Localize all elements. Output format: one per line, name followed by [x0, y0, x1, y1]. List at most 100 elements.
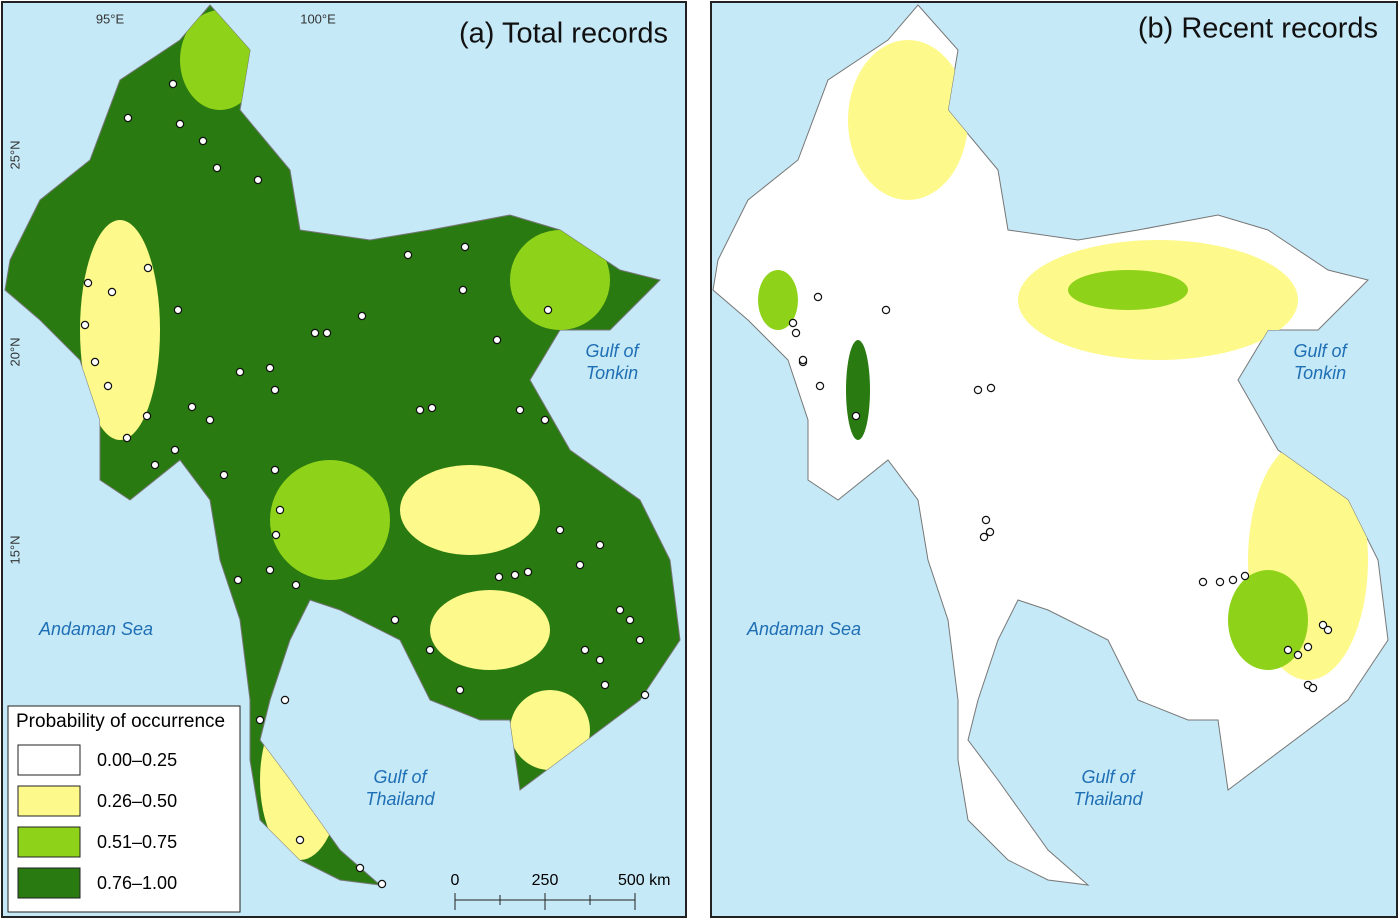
record-point — [458, 285, 468, 295]
record-point — [212, 163, 222, 173]
record-point — [1323, 625, 1333, 635]
scale-bar — [454, 893, 636, 910]
legend-title: Probability of occurrence — [16, 711, 225, 732]
record-point — [322, 328, 332, 338]
record-point — [851, 411, 861, 421]
sea-label: Gulf of — [585, 341, 640, 361]
record-point — [1318, 620, 1328, 630]
sea-label: Thailand — [365, 789, 435, 809]
sea-label: Tonkin — [586, 363, 638, 383]
record-point — [83, 278, 93, 288]
record-point — [815, 381, 825, 391]
record-point — [235, 367, 245, 377]
sea-label: Andaman Sea — [746, 619, 861, 639]
record-point — [1240, 571, 1250, 581]
lon-label: 100°E — [300, 11, 336, 26]
record-point — [270, 385, 280, 395]
record-point — [90, 357, 100, 367]
record-point — [80, 320, 90, 330]
record-point — [595, 655, 605, 665]
record-point — [985, 527, 995, 537]
scale-label: 0 — [451, 872, 460, 889]
record-point — [198, 136, 208, 146]
record-point — [1228, 575, 1238, 585]
record-point — [515, 405, 525, 415]
sea-label: Andaman Sea — [38, 619, 153, 639]
record-point — [1198, 577, 1208, 587]
record-point — [265, 565, 275, 575]
record-point — [600, 680, 610, 690]
record-point — [455, 685, 465, 695]
record-point — [170, 445, 180, 455]
record-point — [355, 863, 365, 873]
legend-swatch — [17, 826, 81, 858]
record-point — [168, 79, 178, 89]
record-point — [122, 433, 132, 443]
record-point — [150, 460, 160, 470]
record-point — [173, 305, 183, 315]
legend-label: 0.51–0.75 — [97, 832, 177, 852]
record-point — [270, 465, 280, 475]
scale-label: 500 km — [618, 872, 670, 889]
sea-label: Gulf of — [1293, 341, 1348, 361]
record-point — [580, 645, 590, 655]
record-point — [640, 690, 650, 700]
record-point — [523, 567, 533, 577]
record-point — [510, 570, 520, 580]
record-point — [798, 355, 808, 365]
record-point — [253, 175, 263, 185]
record-point — [625, 615, 635, 625]
record-point — [981, 515, 991, 525]
record-point — [615, 605, 625, 615]
record-point — [205, 415, 215, 425]
panel-title: (b) Recent records — [1138, 13, 1378, 45]
legend-swatch — [17, 785, 81, 817]
scale-label: 250 — [532, 872, 559, 889]
panel-title: (a) Total records — [459, 18, 668, 50]
record-point — [295, 835, 305, 845]
record-point — [390, 615, 400, 625]
legend-swatch — [17, 867, 81, 899]
record-point — [233, 575, 243, 585]
record-point — [575, 560, 585, 570]
probability-surface — [758, 40, 1368, 680]
lat-label: 20°N — [7, 337, 22, 366]
record-point — [1303, 642, 1313, 652]
legend-label: 0.26–0.50 — [97, 791, 177, 811]
records — [788, 292, 1333, 693]
legend: 0.00–0.25 0.26–0.50 0.51–0.75 0.76–1.00 — [17, 744, 177, 899]
record-point — [540, 415, 550, 425]
record-point — [1293, 650, 1303, 660]
record-point — [595, 540, 605, 550]
record-point — [271, 530, 281, 540]
lat-label: 25°N — [7, 140, 22, 169]
record-point — [275, 505, 285, 515]
record-point — [103, 381, 113, 391]
record-point — [187, 402, 197, 412]
record-point — [1308, 683, 1318, 693]
record-point — [142, 411, 152, 421]
record-point — [291, 580, 301, 590]
record-point — [791, 328, 801, 338]
record-point — [123, 113, 133, 123]
record-point — [788, 318, 798, 328]
lat-label: 15°N — [7, 535, 22, 564]
record-point — [979, 532, 989, 542]
record-point — [357, 311, 367, 321]
record-point — [107, 287, 117, 297]
record-point — [1215, 577, 1225, 587]
record-point — [492, 335, 502, 345]
legend-label: 0.76–1.00 — [97, 873, 177, 893]
record-point — [460, 242, 470, 252]
record-point — [973, 385, 983, 395]
record-point — [986, 383, 996, 393]
sea-label: Gulf of — [1081, 767, 1136, 787]
record-point — [280, 695, 290, 705]
record-point — [813, 292, 823, 302]
record-point — [143, 263, 153, 273]
record-point — [494, 572, 504, 582]
sea-label: Gulf of — [373, 767, 428, 787]
panel-b: (b) Recent records Gulf of Tonkin Andama… — [710, 1, 1398, 918]
record-point — [265, 363, 275, 373]
